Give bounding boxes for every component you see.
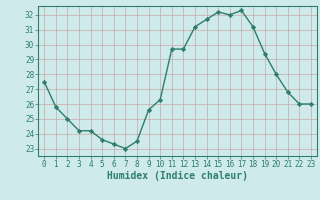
X-axis label: Humidex (Indice chaleur): Humidex (Indice chaleur) bbox=[107, 171, 248, 181]
